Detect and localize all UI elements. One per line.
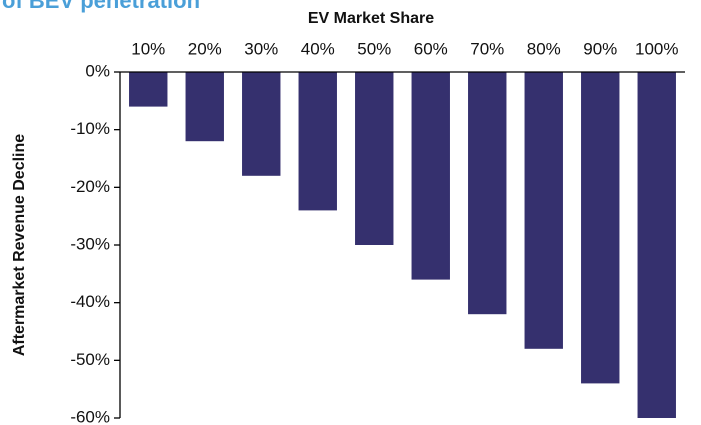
y-tick-label: 0% [85,61,110,80]
x-tick-label: 40% [301,39,335,58]
x-tick-label: 70% [470,39,504,58]
y-tick-label: -60% [70,407,110,425]
bar [355,72,394,245]
y-tick-label: -30% [70,234,110,253]
bar [185,72,224,142]
bar [129,72,168,107]
y-tick-label: -20% [70,177,110,196]
x-tick-label: 60% [414,39,448,58]
x-tick-label: 100% [635,39,678,58]
x-tick-label: 50% [357,39,391,58]
x-tick-label: 80% [527,39,561,58]
bar [411,72,450,280]
x-axis-label: EV Market Share [308,10,434,27]
y-tick-label: -50% [70,350,110,369]
chart-title: of BEV penetration [2,0,200,13]
bar [524,72,563,349]
y-tick-label: -40% [70,292,110,311]
y-axis-label: Aftermarket Revenue Decline [11,134,28,356]
x-tick-label: 20% [188,39,222,58]
x-tick-label: 10% [131,39,165,58]
bar [242,72,281,176]
bar [581,72,620,384]
x-tick-label: 30% [244,39,278,58]
x-tick-label: 90% [583,39,617,58]
y-tick-label: -10% [70,119,110,138]
bar [468,72,507,315]
bar [298,72,337,211]
bar [637,72,676,418]
